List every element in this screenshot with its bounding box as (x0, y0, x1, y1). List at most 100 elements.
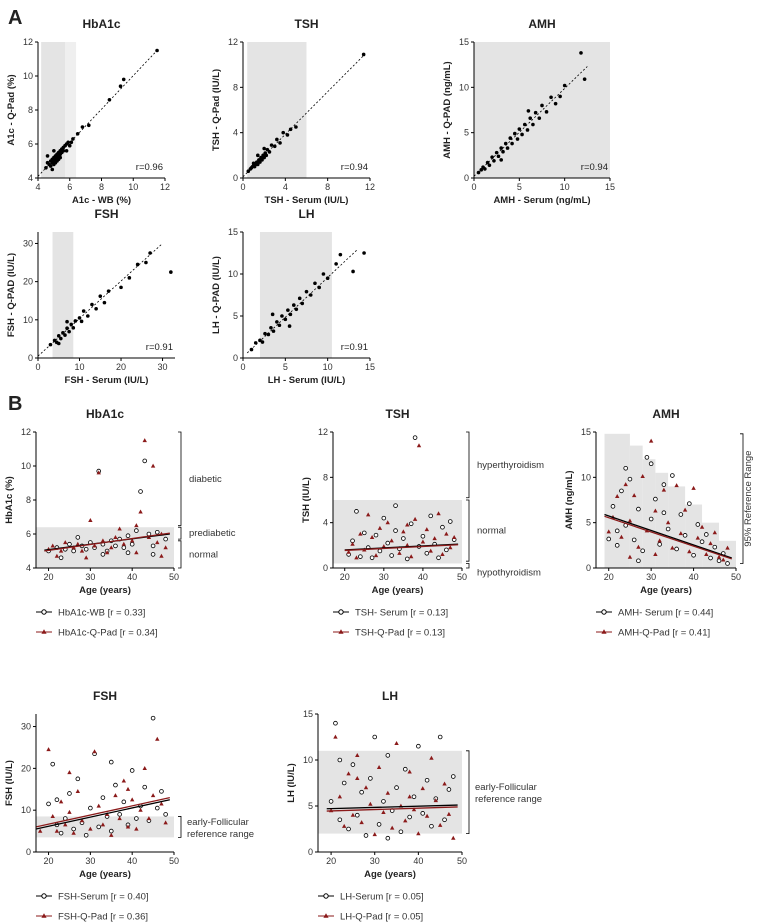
y-axis-label: HbA1c (%) (4, 476, 15, 524)
y-tick-label: 10 (23, 71, 33, 81)
data-point-qpad (437, 822, 443, 827)
x-axis-label: Age (years) (79, 869, 131, 880)
data-point-serum (420, 811, 426, 816)
regression-line (604, 513, 732, 559)
panel-label-a: A (8, 7, 22, 29)
data-point (528, 116, 533, 120)
data-point (487, 163, 492, 168)
data-point-serum (401, 536, 406, 541)
data-point (272, 144, 277, 149)
data-point-serum (402, 766, 408, 772)
x-axis-label: Age (years) (364, 869, 416, 880)
data-point-serum (437, 734, 443, 740)
correlation-label: r=0.94 (581, 162, 608, 173)
data-point (362, 251, 366, 255)
data-point (79, 319, 84, 324)
data-point (275, 320, 279, 324)
data-point (294, 125, 298, 129)
data-point-serum (359, 789, 364, 795)
data-point (351, 269, 355, 274)
data-point-serum (712, 544, 718, 550)
data-point-serum (636, 558, 641, 564)
data-point-serum (354, 812, 360, 818)
data-point (69, 322, 74, 327)
y-tick-label: 8 (26, 495, 31, 505)
y-axis-label: TSH (IU/L) (301, 477, 312, 523)
data-point-qpad (134, 826, 139, 831)
data-point (285, 133, 290, 137)
data-point-qpad (429, 755, 434, 760)
data-point-serum (640, 548, 645, 554)
chart-b4: 20 30 40 50 0 10 20 30 FSH Age (years) FSH (IU/L) F… (4, 689, 254, 923)
data-point-serum (691, 553, 696, 558)
data-point (260, 158, 264, 162)
data-point-serum (631, 537, 637, 543)
data-point-qpad (75, 788, 81, 793)
data-point (50, 167, 55, 172)
x-axis-label: AMH - Serum (ng/mL) (493, 195, 590, 206)
data-point-serum (154, 805, 160, 811)
data-point (510, 141, 514, 146)
y-axis-label: LH - Q-PAD (IU/L) (211, 256, 222, 334)
data-point (334, 262, 338, 266)
data-point (490, 155, 494, 159)
data-point-qpad (63, 822, 68, 827)
data-point-serum (328, 799, 334, 804)
data-point-serum (661, 482, 667, 487)
data-point (501, 149, 505, 154)
data-point-qpad (88, 518, 93, 522)
data-point-serum (424, 777, 430, 783)
y-tick-label: 5 (233, 311, 238, 321)
data-point (48, 342, 53, 347)
data-point (61, 331, 65, 335)
data-point-qpad (433, 798, 439, 803)
data-point-serum (385, 540, 391, 546)
data-point-serum (350, 762, 356, 767)
data-point-qpad (725, 545, 730, 550)
legend-marker-serum (601, 609, 607, 615)
data-point-serum (138, 489, 143, 494)
data-point-serum (623, 465, 628, 471)
data-point (44, 166, 48, 170)
data-point-serum (373, 532, 379, 538)
data-point (98, 294, 103, 298)
data-point-serum (442, 817, 447, 823)
chart-title: TSH (386, 407, 410, 421)
data-point-serum (358, 554, 363, 559)
reference-band (668, 486, 686, 568)
data-point (508, 136, 513, 140)
data-point (283, 317, 288, 322)
data-point-serum (363, 833, 369, 838)
data-point-qpad (657, 538, 662, 543)
data-point (73, 319, 78, 323)
data-point-qpad (355, 753, 360, 757)
data-point-qpad (96, 470, 101, 475)
data-point-qpad (420, 786, 425, 791)
data-point-qpad (424, 813, 430, 818)
y-tick-label: 10 (303, 755, 313, 765)
legend-label: TSH-Q-Pad [r = 0.13] (355, 628, 445, 639)
x-tick-label: 4 (283, 182, 288, 192)
correlation-label: r=0.94 (341, 162, 368, 173)
x-tick-label: 50 (169, 572, 179, 582)
data-point (262, 155, 266, 160)
data-point-serum (88, 805, 93, 811)
data-point (121, 77, 126, 82)
data-point (361, 52, 366, 57)
data-point-qpad (440, 552, 445, 556)
data-point-serum (407, 814, 412, 820)
chart-a1: 4 6 8 10 12 4 6 8 10 12 HbA1c A1c - WB (%) A1c - Q-P… (6, 17, 170, 206)
data-point-qpad (129, 538, 135, 543)
data-point (260, 340, 265, 344)
data-point-serum (108, 828, 114, 834)
legend-label: HbA1c-WB [r = 0.33] (58, 608, 145, 619)
reference-band (52, 232, 74, 358)
data-point (275, 137, 279, 142)
data-point (525, 128, 530, 132)
data-point-qpad (355, 776, 360, 780)
data-point-serum (117, 812, 122, 817)
legend-label: AMH- Serum [r = 0.44] (618, 608, 713, 619)
y-tick-label: 8 (233, 82, 238, 92)
data-point-serum (636, 506, 641, 512)
